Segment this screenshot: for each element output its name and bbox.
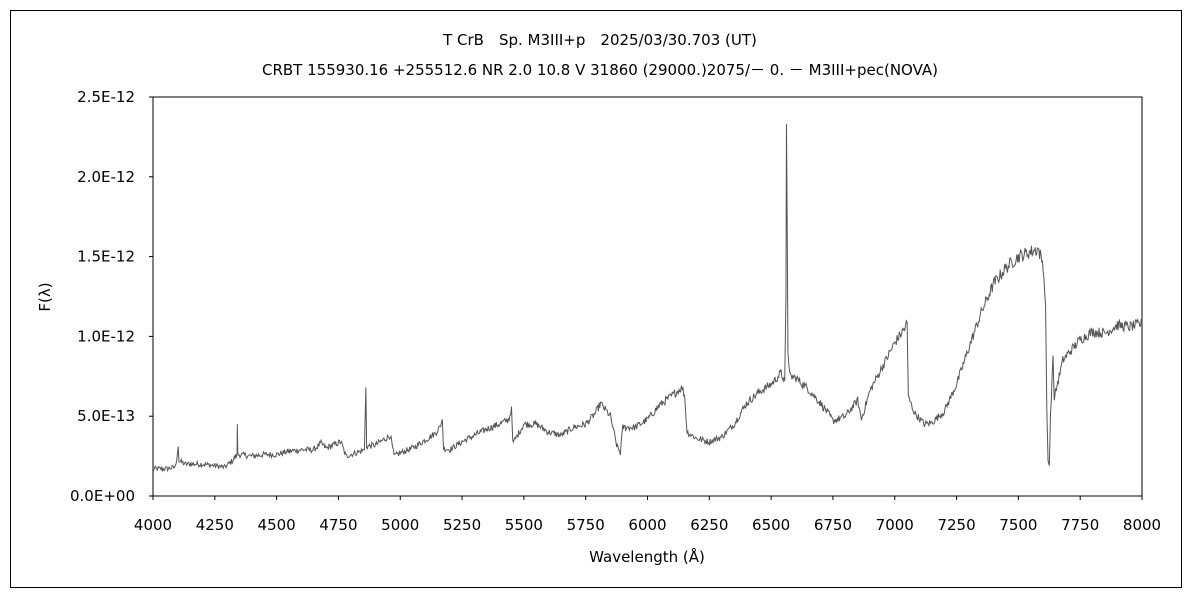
x-tick-label: 5000 [381, 516, 419, 534]
y-tick-label: 1.5E-12 [77, 248, 135, 266]
x-tick-label: 8000 [1123, 516, 1161, 534]
x-tick-label: 4250 [196, 516, 234, 534]
x-tick-label: 7500 [999, 516, 1037, 534]
x-tick-label: 6000 [628, 516, 666, 534]
x-tick-label: 7000 [876, 516, 914, 534]
y-tick-label: 2.5E-12 [77, 88, 135, 106]
x-axis-label: Wavelength (Å) [589, 547, 705, 566]
y-tick-label: 1.0E-12 [77, 327, 135, 345]
y-tick-label: 5.0E-13 [77, 407, 135, 425]
y-axis: 0.0E+00 5.0E-13 1.0E-12 1.5E-12 2.0E-12 2.5E-… [70, 88, 153, 505]
x-tick-label: 5250 [443, 516, 481, 534]
x-tick-label: 4750 [319, 516, 357, 534]
x-tick-label: 6250 [690, 516, 728, 534]
x-tick-label: 7250 [937, 516, 975, 534]
x-tick-label: 5750 [567, 516, 605, 534]
x-tick-label: 6750 [814, 516, 852, 534]
y-axis-label: F(λ) [36, 282, 54, 311]
x-tick-label: 7750 [1061, 516, 1099, 534]
spectrum-line [152, 124, 1143, 473]
y-tick-label: 2.0E-12 [77, 168, 135, 186]
chart-title: T CrB Sp. M3III+p 2025/03/30.703 (UT) [442, 31, 757, 49]
x-tick-label: 5500 [505, 516, 543, 534]
x-axis: 4000 4250 4500 4750 5000 5250 5500 5750 6000 6250… [134, 496, 1161, 534]
y-tick-label: 0.0E+00 [70, 487, 135, 505]
x-tick-label: 4000 [134, 516, 172, 534]
chart-subtitle: CRBT 155930.16 +255512.6 NR 2.0 10.8 V 3… [262, 61, 938, 79]
x-tick-label: 6500 [752, 516, 790, 534]
plot-area [152, 96, 1143, 497]
x-tick-label: 4500 [258, 516, 296, 534]
chart-frame [10, 10, 1182, 588]
